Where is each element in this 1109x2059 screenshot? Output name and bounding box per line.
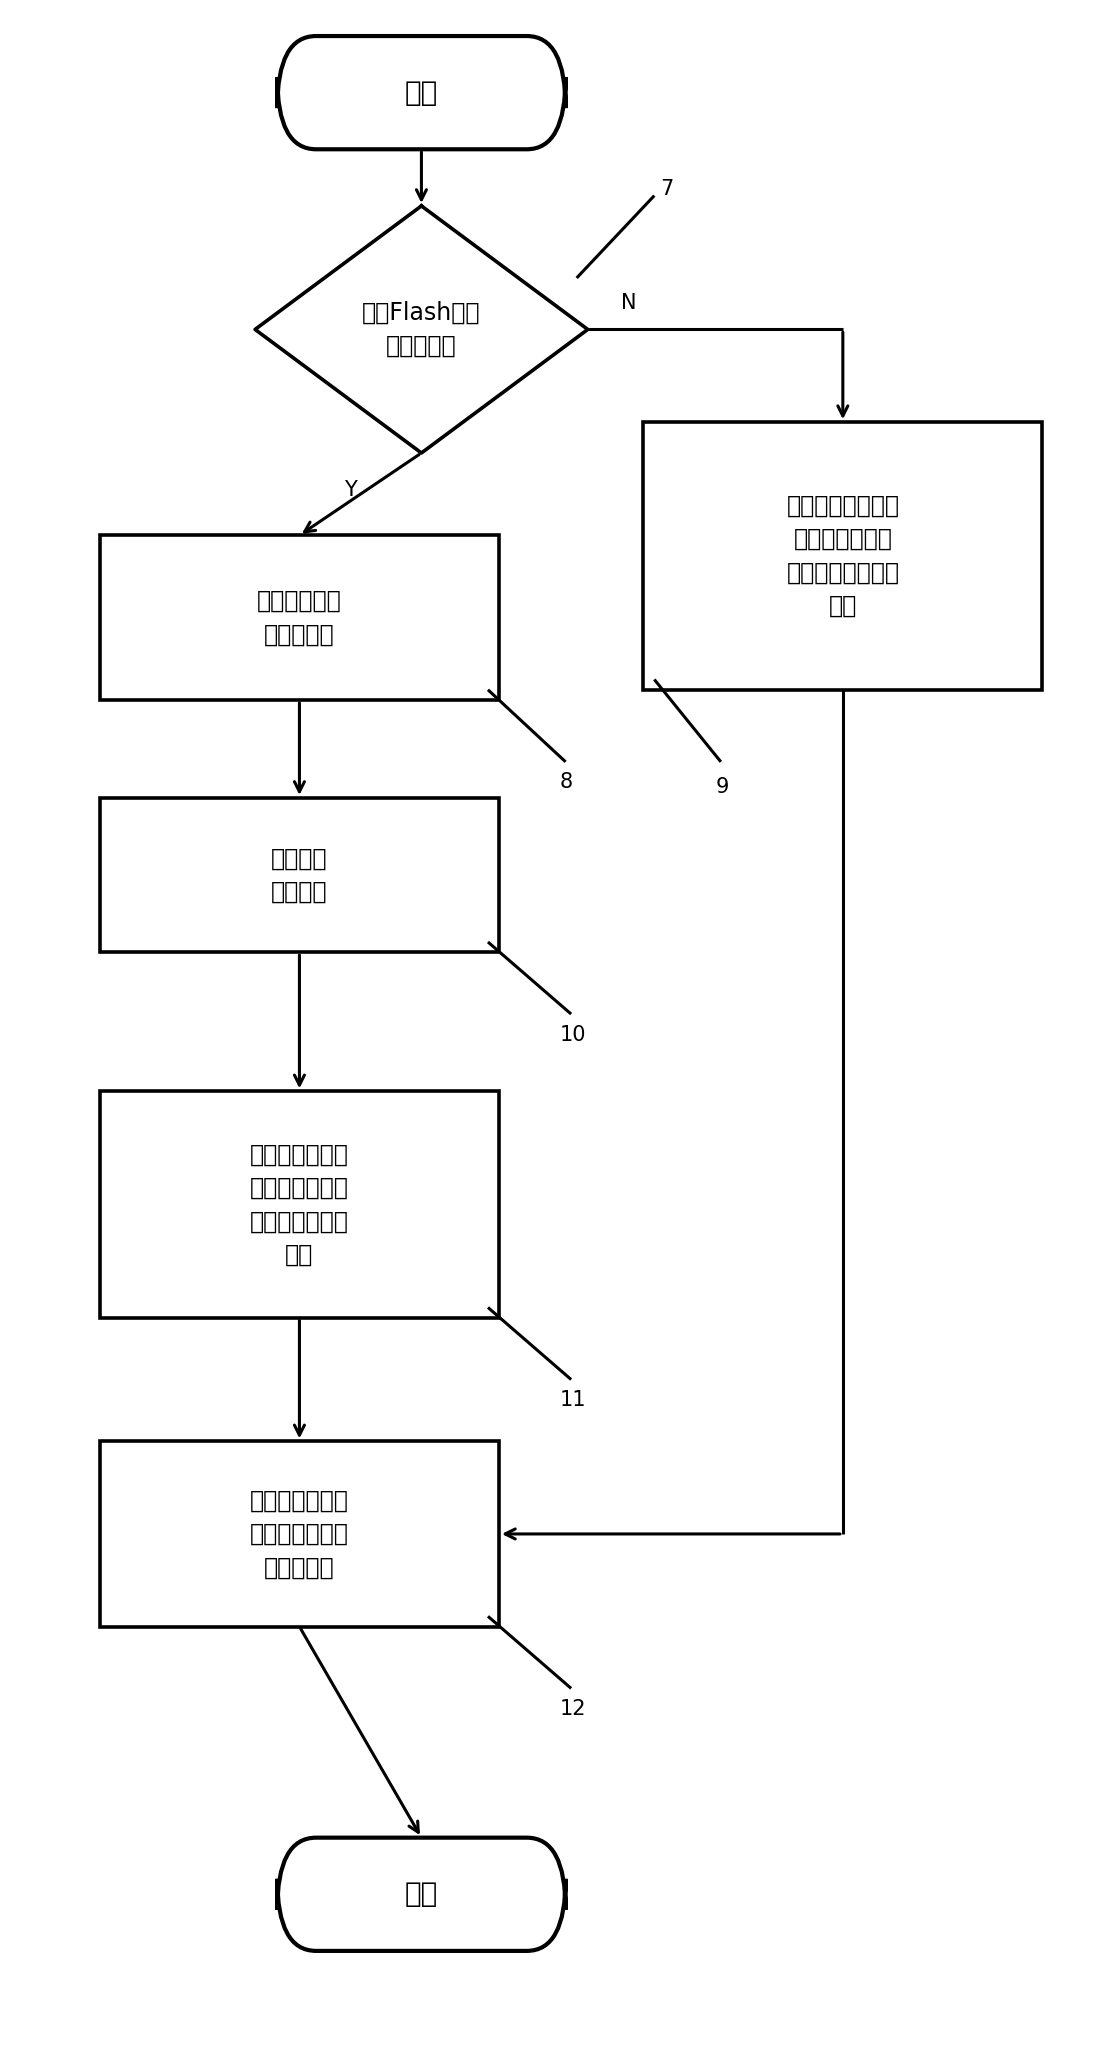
Text: 开始: 开始	[405, 78, 438, 107]
Text: 8: 8	[560, 772, 573, 793]
Text: 7: 7	[660, 179, 673, 200]
Text: 10: 10	[560, 1025, 587, 1044]
FancyBboxPatch shape	[277, 37, 566, 150]
Text: Y: Y	[344, 480, 357, 500]
Bar	[100, 1441, 499, 1627]
Text: 以基点为中心，
确定空挡占空比
的判定范围: 以基点为中心， 确定空挡占空比 的判定范围	[250, 1489, 349, 1579]
Polygon shape	[255, 206, 588, 453]
Bar	[100, 535, 499, 700]
Text: 9: 9	[715, 776, 729, 797]
Text: 将数组值
升序排列: 将数组值 升序排列	[272, 846, 327, 904]
FancyBboxPatch shape	[277, 1837, 566, 1952]
Text: 读取Flash中的
空挡数组值: 读取Flash中的 空挡数组值	[363, 301, 480, 358]
Bar	[100, 799, 499, 953]
Text: 12: 12	[560, 1699, 587, 1719]
Bar	[100, 1091, 499, 1318]
Text: 11: 11	[560, 1390, 587, 1410]
Bar	[643, 422, 1042, 690]
Text: 以程序中的默认值
来确定本次空挡
占空比判定范围的
基点: 以程序中的默认值 来确定本次空挡 占空比判定范围的 基点	[786, 494, 899, 618]
Text: 结束: 结束	[405, 1880, 438, 1909]
Text: 以数组的中位值
确定本次空挡占
空比判定范围的
基点: 以数组的中位值 确定本次空挡占 空比判定范围的 基点	[250, 1143, 349, 1266]
Text: 限定数组值的
上限和下限: 限定数组值的 上限和下限	[257, 589, 342, 647]
Text: N: N	[621, 292, 637, 313]
